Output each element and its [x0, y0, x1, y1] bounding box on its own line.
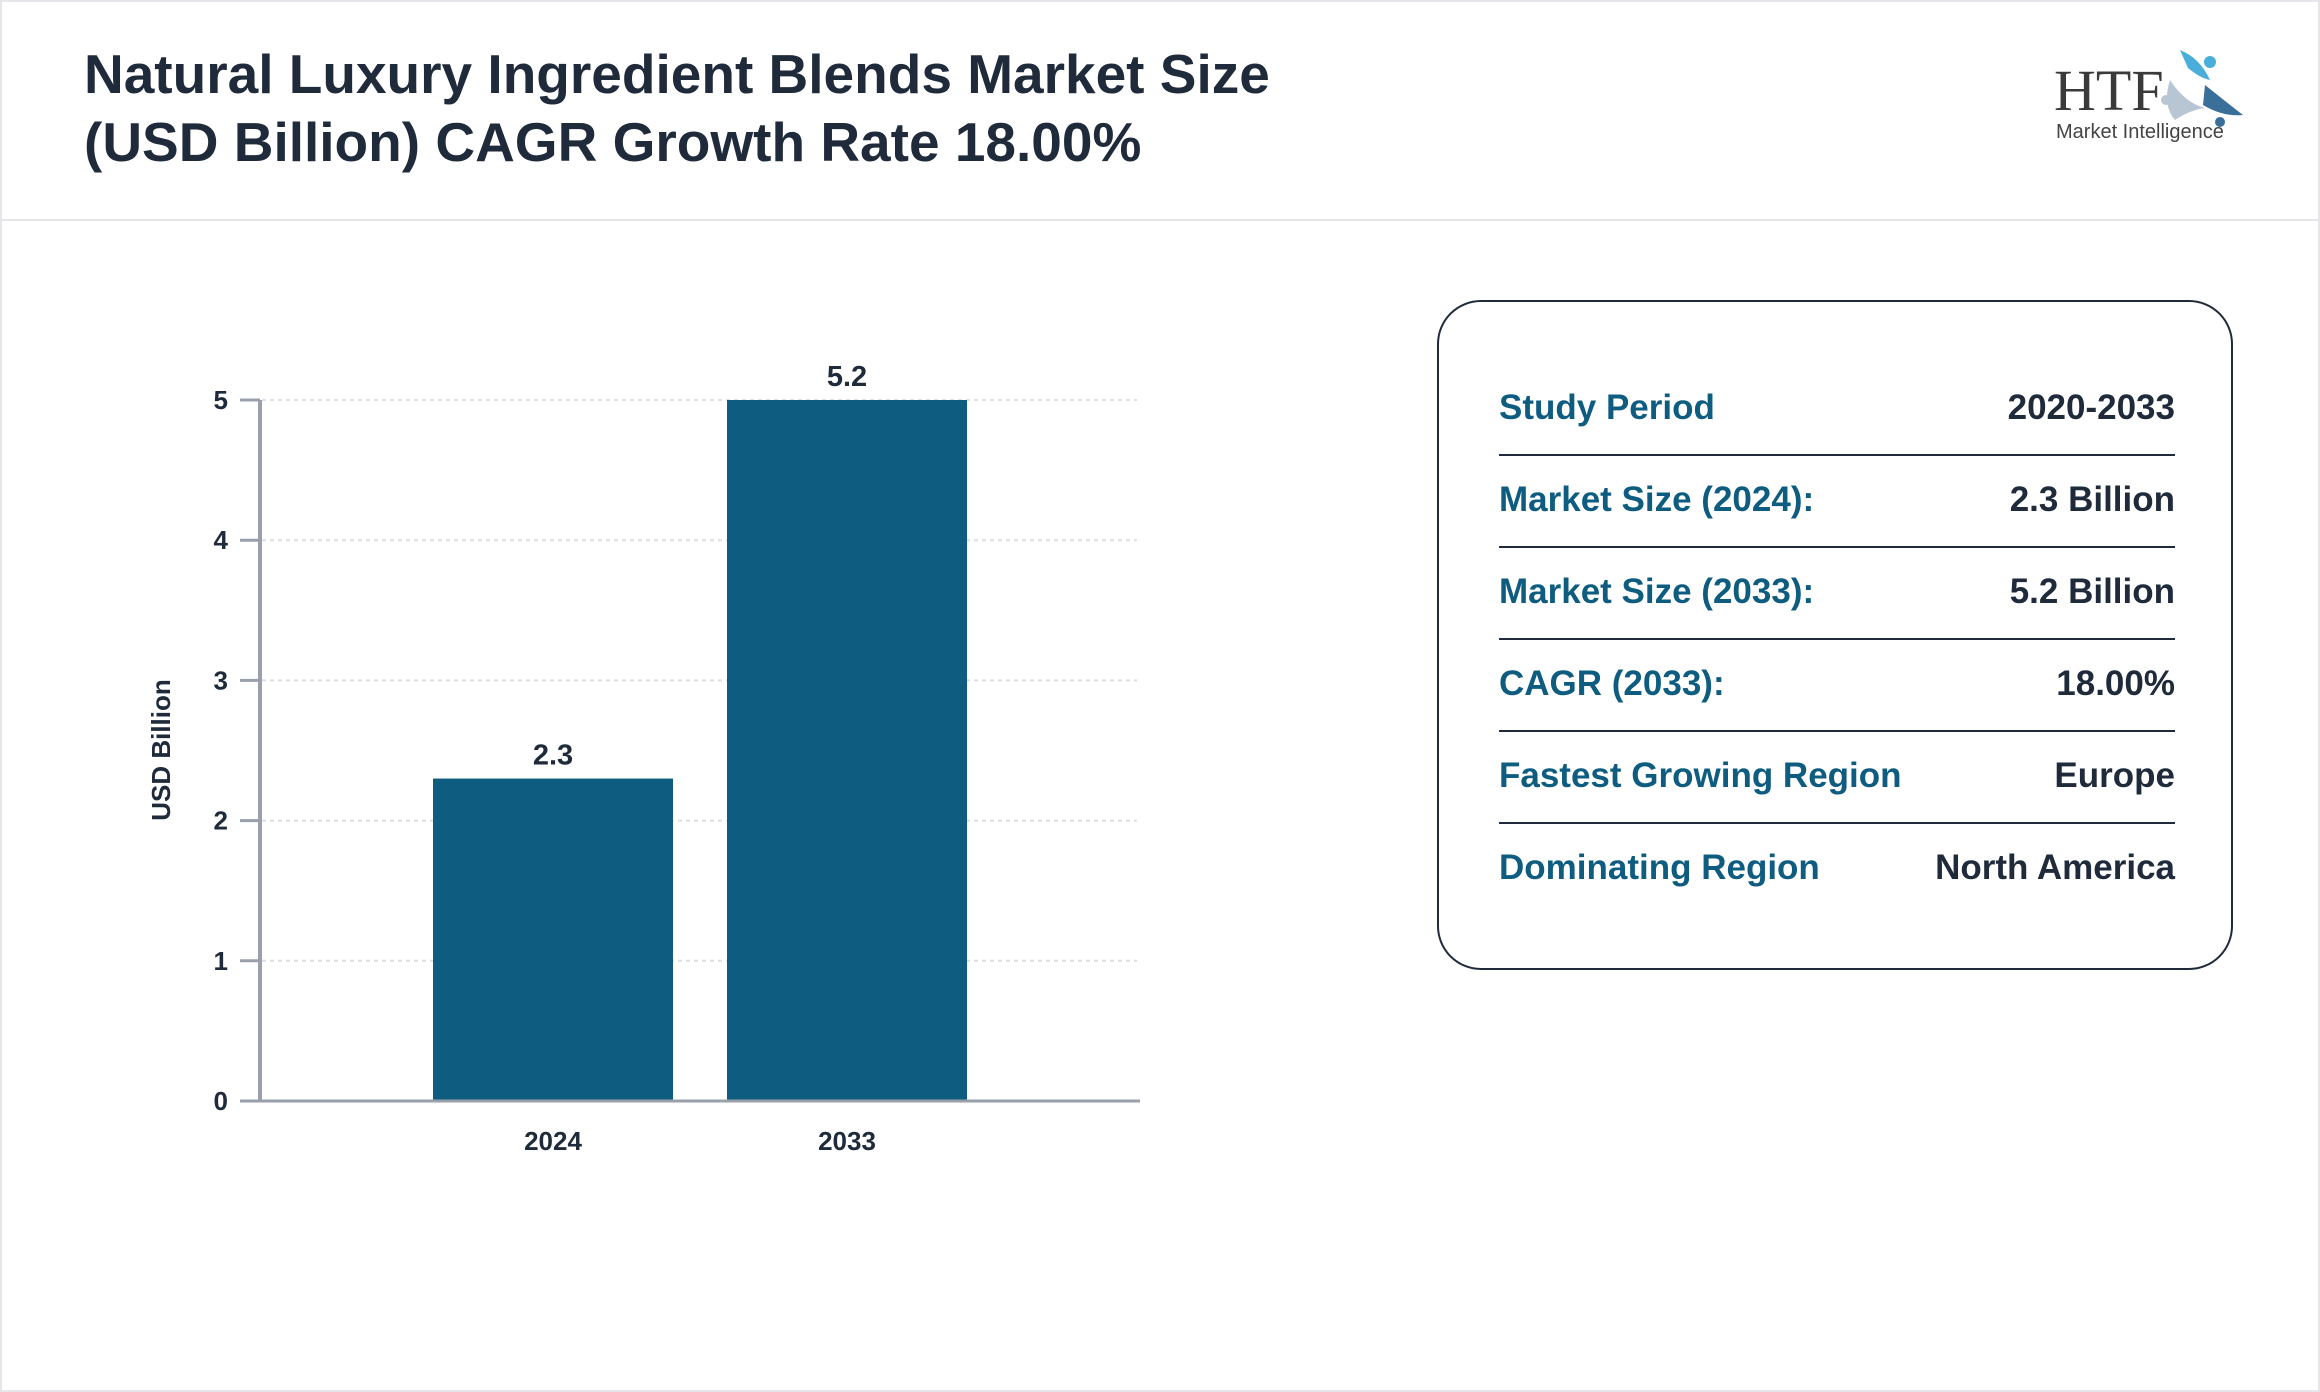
svg-text:HTF: HTF — [2054, 58, 2164, 123]
logo-subtext: Market Intelligence — [2056, 121, 2224, 143]
x-tick-label-2033: 2033 — [818, 1126, 876, 1156]
row-label: Market Size (2024): — [1499, 480, 1815, 519]
row-label: Fastest Growing Region — [1499, 756, 1902, 795]
y-tick-label: 3 — [214, 665, 228, 695]
summary-row-market-size-2024: Market Size (2024): 2.3 Billion — [1499, 454, 2175, 548]
summary-row-dominating-region: Dominating Region North America — [1499, 822, 2175, 914]
data-label-2033: 5.2 — [827, 361, 867, 393]
summary-row-study-period: Study Period 2020-2033 — [1499, 362, 2175, 456]
bar-2024 — [433, 778, 673, 1101]
row-value: 18.00% — [2056, 664, 2175, 703]
row-value: Europe — [2054, 756, 2175, 795]
row-value: 2020-2033 — [2007, 388, 2175, 427]
row-value: 5.2 Billion — [2009, 572, 2175, 611]
row-value: North America — [1935, 848, 2175, 887]
y-tick-label: 1 — [214, 946, 228, 976]
data-label-2024: 2.3 — [533, 740, 573, 772]
row-label: Dominating Region — [1499, 848, 1820, 887]
y-tick-label: 5 — [214, 385, 228, 415]
y-tick-label: 4 — [214, 525, 229, 555]
summary-row-market-size-2033: Market Size (2033): 5.2 Billion — [1499, 546, 2175, 640]
row-label: Market Size (2033): — [1499, 572, 1815, 611]
row-label: Study Period — [1499, 388, 1715, 427]
header: Natural Luxury Ingredient Blends Market … — [0, 0, 2320, 221]
title-line-2: (USD Billion) CAGR Growth Rate 18.00% — [84, 111, 1142, 173]
row-value: 2.3 Billion — [2009, 480, 2175, 519]
page-title: Natural Luxury Ingredient Blends Market … — [84, 40, 1270, 176]
row-label: CAGR (2033): — [1499, 664, 1725, 703]
summary-panel: Study Period 2020-2033 Market Size (2024)… — [1437, 300, 2233, 970]
y-axis-label: USD Billion — [146, 679, 176, 821]
summary-row-cagr: CAGR (2033): 18.00% — [1499, 638, 2175, 732]
y-tick-label: 2 — [214, 806, 228, 836]
x-tick-label-2024: 2024 — [524, 1126, 582, 1156]
bar-2033 — [727, 400, 967, 1101]
htf-logo: HTF Market Intelligence — [2054, 50, 2243, 143]
y-tick-label: 0 — [214, 1086, 228, 1116]
summary-row-fastest-region: Fastest Growing Region Europe — [1499, 730, 2175, 824]
title-line-1: Natural Luxury Ingredient Blends Market … — [84, 43, 1270, 105]
